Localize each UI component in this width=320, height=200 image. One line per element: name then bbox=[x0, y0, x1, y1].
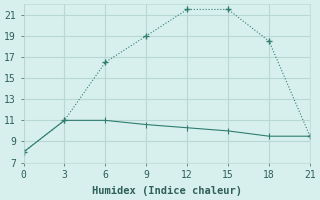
X-axis label: Humidex (Indice chaleur): Humidex (Indice chaleur) bbox=[92, 186, 242, 196]
